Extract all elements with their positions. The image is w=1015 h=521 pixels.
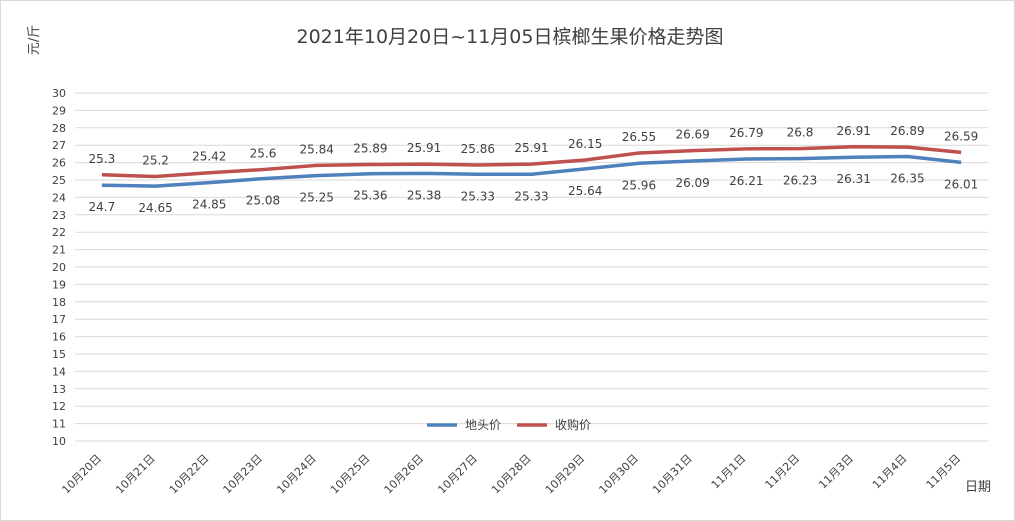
legend-label: 地头价	[465, 418, 501, 432]
x-tick-label: 10月27日	[435, 452, 480, 497]
data-label: 25.6	[250, 147, 277, 161]
data-label: 25.36	[353, 189, 387, 203]
data-label: 26.21	[729, 174, 763, 188]
data-label: 24.7	[88, 200, 115, 214]
gridlines	[75, 92, 988, 442]
data-label: 26.91	[837, 124, 871, 138]
x-tick-label: 10月21日	[113, 452, 158, 497]
data-label: 25.38	[407, 188, 441, 202]
series-line-1	[101, 145, 962, 179]
data-label: 25.08	[246, 194, 280, 208]
x-tick-label: 11月4日	[870, 452, 910, 492]
series-lines	[101, 145, 962, 188]
data-label: 25.25	[299, 191, 333, 205]
y-tick-label: 15	[52, 348, 66, 361]
x-tick-label: 10月26日	[382, 452, 427, 497]
data-label: 25.42	[192, 150, 226, 164]
data-label: 25.96	[622, 178, 656, 192]
data-label: 26.89	[890, 124, 924, 138]
x-tick-label: 11月3日	[816, 452, 856, 492]
y-tick-label: 12	[52, 400, 66, 413]
y-tick-label: 25	[52, 174, 66, 187]
x-tick-labels: 10月20日 10月21日 10月22日 10月23日 10月24日 10月25日 10月2…	[59, 452, 963, 497]
y-tick-label: 22	[52, 226, 66, 239]
data-label: 26.01	[944, 177, 978, 191]
y-tick-labels: 10 11 12 13 14 15 16 17 18 19 20 21 22 23 24 25 26 27 28 29…	[52, 87, 66, 448]
data-label: 25.91	[514, 141, 548, 155]
data-label: 25.2	[142, 154, 169, 168]
y-tick-label: 21	[52, 244, 66, 257]
x-tick-label: 10月23日	[221, 452, 266, 497]
legend: 地头价 收购价	[427, 417, 591, 432]
y-tick-label: 30	[52, 87, 66, 100]
chart-title: 2021年10月20日~11月05日槟榔生果价格走势图	[297, 26, 724, 48]
data-label: 25.33	[514, 189, 548, 203]
data-label: 26.15	[568, 137, 602, 151]
y-tick-label: 17	[52, 313, 66, 326]
x-tick-label: 10月24日	[274, 452, 319, 497]
y-tick-label: 29	[52, 104, 66, 117]
data-label: 25.91	[407, 141, 441, 155]
x-tick-label: 10月28日	[489, 452, 534, 497]
data-label: 26.69	[675, 128, 709, 142]
y-tick-label: 20	[52, 261, 66, 274]
x-tick-label: 10月31日	[650, 452, 695, 497]
data-labels: 24.7 24.65 24.85 25.08 25.25 25.36 25.38 25.33 2…	[88, 124, 978, 215]
x-tick-label: 11月1日	[709, 452, 749, 492]
y-tick-label: 19	[52, 278, 66, 291]
data-label: 25.89	[353, 142, 387, 156]
x-tick-label: 11月5日	[924, 452, 964, 492]
x-tick-label: 10月20日	[59, 452, 104, 497]
x-tick-label: 10月22日	[167, 452, 212, 497]
data-label: 26.23	[783, 174, 817, 188]
y-tick-label: 26	[52, 157, 66, 170]
legend-label: 收购价	[555, 417, 591, 432]
x-tick-label: 11月2日	[763, 452, 803, 492]
y-tick-label: 11	[52, 418, 66, 431]
data-label: 26.31	[837, 172, 871, 186]
y-tick-label: 23	[52, 209, 66, 222]
data-label: 26.79	[729, 126, 763, 140]
data-label: 24.85	[192, 198, 226, 212]
data-label: 26.55	[622, 130, 656, 144]
y-tick-label: 28	[52, 122, 66, 135]
y-tick-label: 18	[52, 296, 66, 309]
data-label: 25.64	[568, 184, 602, 198]
data-label: 25.3	[88, 152, 115, 166]
y-tick-label: 14	[52, 365, 66, 378]
y-axis-label: 元/斤	[27, 25, 42, 55]
y-tick-label: 16	[52, 331, 66, 344]
data-label: 25.84	[299, 142, 333, 156]
data-label: 25.33	[461, 189, 495, 203]
x-tick-label: 10月29日	[543, 452, 588, 497]
x-axis-label: 日期	[965, 480, 991, 495]
data-label: 26.09	[675, 176, 709, 190]
data-label: 24.65	[138, 201, 172, 215]
series-line-0	[101, 154, 962, 188]
data-label: 26.8	[787, 126, 814, 140]
y-tick-label: 27	[52, 139, 66, 152]
data-label: 26.59	[944, 129, 978, 143]
x-tick-label: 10月30日	[596, 452, 641, 497]
data-label: 25.86	[461, 142, 495, 156]
y-tick-label: 13	[52, 383, 66, 396]
y-tick-label: 24	[52, 191, 66, 204]
x-tick-label: 10月25日	[328, 452, 373, 497]
data-label: 26.35	[890, 172, 924, 186]
y-tick-label: 10	[52, 435, 66, 448]
